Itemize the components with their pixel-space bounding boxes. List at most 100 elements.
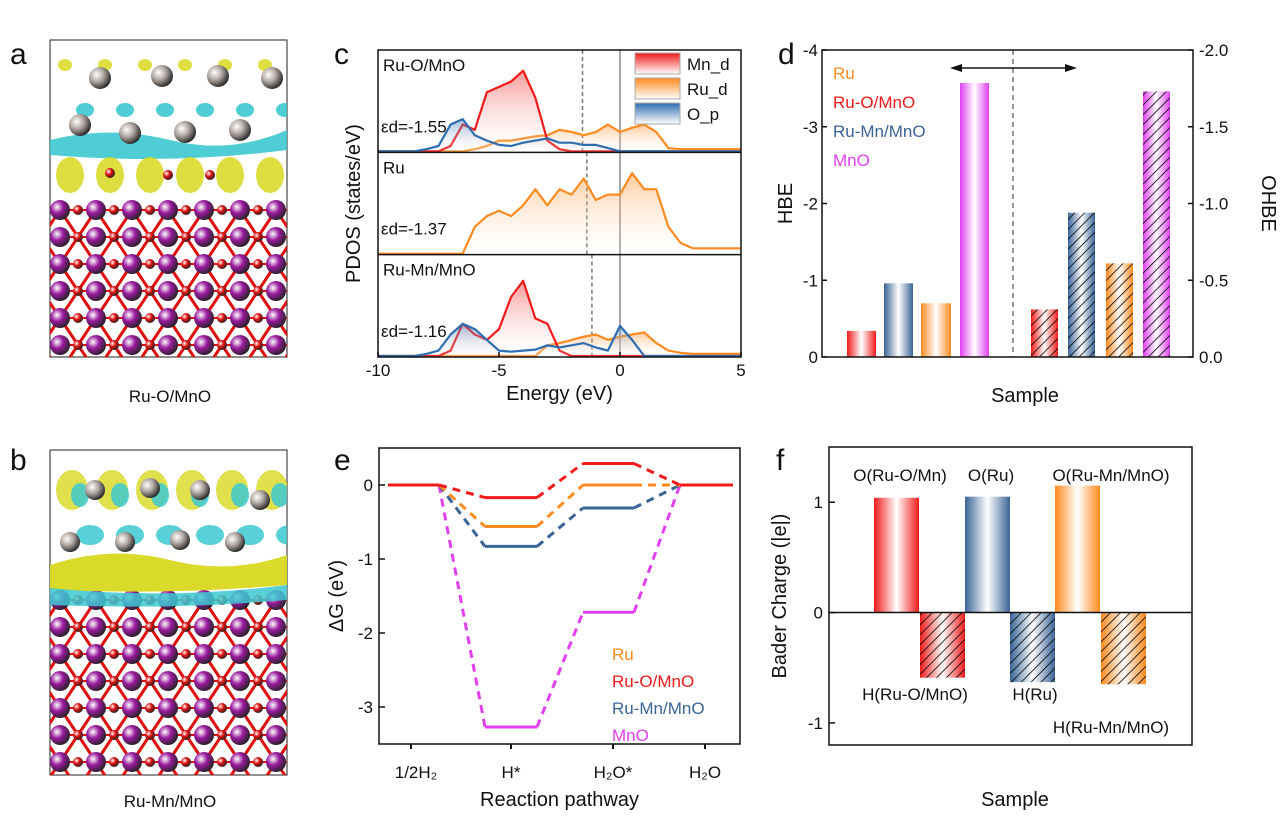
caption-b: Ru-Mn/MnO — [124, 792, 217, 811]
hbe-bar — [960, 83, 989, 357]
mn-atom — [302, 254, 322, 274]
mn-atom — [338, 725, 358, 745]
cyan-isosurface — [76, 103, 94, 117]
mn-o-bond — [294, 345, 312, 372]
o-atom — [289, 286, 299, 296]
o-atom — [205, 170, 215, 180]
mn-o-bond — [258, 789, 276, 816]
o-atom — [109, 703, 119, 713]
mn-atom — [194, 698, 214, 718]
structure-ru-o-mno — [6, 39, 358, 399]
mn-atom — [338, 671, 358, 691]
mn-o-bond — [294, 627, 312, 654]
o-atom — [145, 286, 155, 296]
mn-atom — [230, 308, 250, 328]
legend-label: Ru_d — [687, 80, 728, 99]
o-atom — [145, 649, 155, 659]
o-atom — [253, 340, 263, 350]
mn-o-bond — [6, 600, 24, 627]
energy-transition — [632, 484, 682, 613]
mn-atom — [122, 227, 142, 247]
mn-o-bond — [294, 600, 312, 627]
o-atom — [181, 259, 191, 269]
o-atom — [253, 730, 263, 740]
o-atom — [253, 286, 263, 296]
o-atom — [289, 259, 299, 269]
o-atom — [181, 232, 191, 242]
mn-atom — [302, 308, 322, 328]
mn-o-bond — [220, 344, 232, 357]
y-tick-label: -1 — [358, 550, 373, 569]
energy-transition — [535, 483, 585, 528]
o-atom — [325, 649, 335, 659]
mn-atom — [194, 671, 214, 691]
y-tick-label: -2 — [358, 624, 373, 643]
panel-label-e: e — [334, 444, 351, 477]
mn-atom — [302, 617, 322, 637]
mn-o-bond — [24, 345, 42, 372]
x-axis-title: Sample — [981, 789, 1049, 811]
o-atom — [325, 730, 335, 740]
mn-atom — [122, 617, 142, 637]
mn-atom — [230, 752, 250, 772]
o-atom — [181, 286, 191, 296]
o-atom — [325, 757, 335, 767]
legend-swatch — [634, 102, 681, 125]
y-axis-title: HBE — [775, 183, 797, 224]
o-atom — [289, 730, 299, 740]
mn-o-bond — [330, 345, 348, 372]
mn-atom — [266, 752, 286, 772]
mn-atom — [50, 227, 70, 247]
o-atom — [37, 676, 47, 686]
o-atom — [37, 205, 47, 215]
mn-atom — [86, 644, 106, 664]
y-axis-title: PDOS (states/eV) — [343, 124, 365, 283]
ru-atom — [170, 530, 190, 550]
ru-atom — [225, 532, 245, 552]
y-tick-label: -3 — [803, 118, 818, 137]
o-atom — [289, 232, 299, 242]
mn-atom — [338, 335, 358, 355]
subplot-title: Ru — [383, 158, 405, 177]
mn-o-bond — [42, 372, 60, 399]
mn-o-bond — [6, 264, 24, 291]
mn-o-bond — [294, 318, 312, 345]
mn-atom — [230, 644, 250, 664]
bar-label: H(Ru-O/MnO) — [862, 685, 968, 704]
energy-transition — [437, 483, 487, 528]
o-atom — [145, 205, 155, 215]
panel-d-binding-energy: 0 -1 -2 -3 -4 0.0 -0.5 -1.0 -1.5 -2.0 HBE OHBE Sampl… — [775, 41, 1279, 407]
o-atom — [181, 676, 191, 686]
o-atom — [253, 784, 263, 794]
o-atom — [217, 676, 227, 686]
mn-atom — [338, 779, 358, 799]
mn-o-bond — [248, 344, 260, 357]
ru-atom — [151, 65, 173, 87]
arrow-head-left — [950, 64, 962, 72]
mn-o-bond — [6, 210, 24, 237]
ru-atom — [174, 121, 196, 143]
o-atom — [181, 340, 191, 350]
mn-atom — [14, 644, 34, 664]
mn-atom — [194, 644, 214, 664]
o-atom — [253, 259, 263, 269]
panel-label-c: c — [334, 38, 349, 71]
panel-label-f: f — [776, 444, 785, 477]
o-atom — [37, 622, 47, 632]
x-tick-label: -5 — [491, 361, 506, 380]
legend-label: MnO — [612, 726, 649, 745]
o-atom — [325, 676, 335, 686]
mn-o-bond — [294, 789, 312, 816]
mn-atom — [230, 227, 250, 247]
mn-atom — [194, 281, 214, 301]
x-tick-label: 0 — [615, 361, 624, 380]
mn-o-bond — [312, 654, 330, 681]
mn-atom — [194, 308, 214, 328]
mn-atom — [122, 725, 142, 745]
mn-atom — [158, 254, 178, 274]
legend-label: O_p — [687, 105, 719, 124]
o-atom — [109, 649, 119, 659]
mn-atom — [14, 308, 34, 328]
legend-label: Ru-O/MnO — [612, 672, 694, 691]
mn-atom — [122, 335, 142, 355]
